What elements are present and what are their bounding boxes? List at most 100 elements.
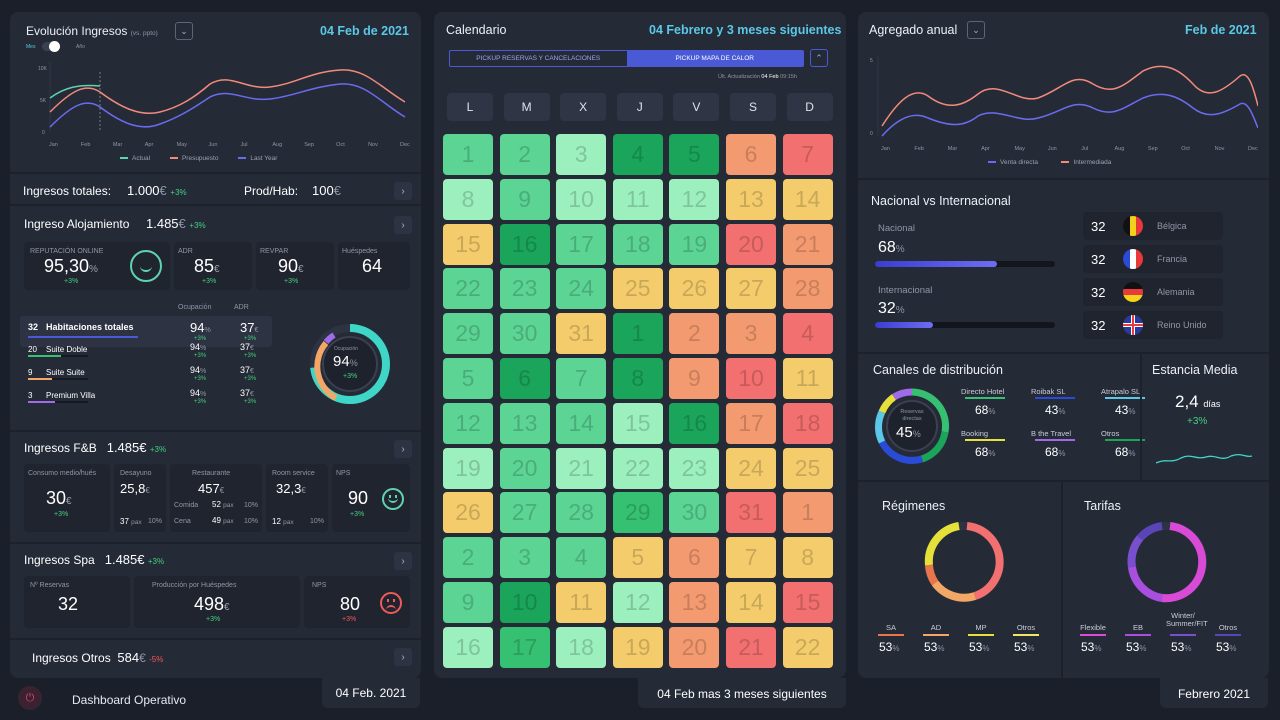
- calendar-day[interactable]: 14: [556, 402, 607, 444]
- calendar-day[interactable]: 27: [499, 492, 550, 534]
- calendar-day[interactable]: 11: [612, 178, 663, 220]
- power-button[interactable]: ⏻: [18, 686, 42, 710]
- calendar-day[interactable]: 5: [612, 537, 663, 579]
- calendar-day[interactable]: 20: [726, 223, 776, 265]
- otros-arrow-button[interactable]: ›: [394, 648, 412, 666]
- calendar-day[interactable]: 3: [556, 134, 607, 175]
- calendar-day[interactable]: 16: [499, 223, 550, 265]
- calendar-day[interactable]: 27: [726, 268, 776, 310]
- calendar-day[interactable]: 19: [443, 447, 493, 489]
- calendar-day[interactable]: 24: [726, 447, 776, 489]
- calendar-day[interactable]: 12: [443, 402, 493, 444]
- calendar-day[interactable]: 1: [443, 134, 493, 175]
- calendar-day[interactable]: 13: [669, 582, 720, 623]
- calendar-day[interactable]: 5: [669, 134, 720, 175]
- calendar-day[interactable]: 10: [499, 582, 550, 623]
- calendar-day[interactable]: 18: [612, 223, 663, 265]
- room-row[interactable]: 3 Premium Villa 94% +3% 37€ +3%: [20, 385, 272, 407]
- calendar-day[interactable]: 30: [669, 492, 720, 534]
- calendar-day[interactable]: 9: [499, 178, 550, 220]
- calendar-day[interactable]: 15: [443, 223, 493, 265]
- calendar-day[interactable]: 11: [782, 358, 833, 399]
- room-row[interactable]: 32 Habitaciones totales 94% +3% 37€ +3%: [20, 316, 272, 347]
- calendar-day[interactable]: 15: [612, 402, 663, 444]
- calendar-day[interactable]: 17: [726, 402, 776, 444]
- calendar-day[interactable]: 29: [443, 313, 493, 355]
- calendar-day[interactable]: 23: [669, 447, 720, 489]
- calendar-day[interactable]: 9: [669, 358, 720, 399]
- calendar-day[interactable]: 2: [669, 313, 720, 355]
- calendar-day[interactable]: 3: [499, 537, 550, 579]
- calendar-day[interactable]: 12: [669, 178, 720, 220]
- aloj-arrow-button[interactable]: ›: [394, 216, 412, 234]
- calendar-day[interactable]: 21: [782, 223, 833, 265]
- calendar-day[interactable]: 6: [499, 358, 550, 399]
- fb-arrow-button[interactable]: ›: [394, 440, 412, 458]
- calendar-day[interactable]: 13: [726, 178, 776, 220]
- calendar-day[interactable]: 19: [612, 626, 663, 668]
- room-row[interactable]: 9 Suite Suite 94% +3% 37€ +3%: [20, 362, 272, 384]
- calendar-day[interactable]: 13: [499, 402, 550, 444]
- cal-collapse-button[interactable]: ⌃: [810, 49, 828, 67]
- calendar-day[interactable]: 26: [443, 492, 493, 534]
- evo-dropdown[interactable]: ⌄: [175, 22, 193, 40]
- calendar-day[interactable]: 30: [499, 313, 550, 355]
- calendar-day[interactable]: 1: [782, 492, 833, 534]
- calendar-day[interactable]: 10: [556, 178, 607, 220]
- calendar-day[interactable]: 19: [669, 223, 720, 265]
- spa-arrow-button[interactable]: ›: [394, 552, 412, 570]
- calendar-day[interactable]: 20: [499, 447, 550, 489]
- calendar-day[interactable]: 25: [782, 447, 833, 489]
- calendar-day[interactable]: 17: [556, 223, 607, 265]
- calendar-day[interactable]: 4: [556, 537, 607, 579]
- calendar-day[interactable]: 8: [443, 178, 493, 220]
- calendar-day[interactable]: 6: [726, 134, 776, 175]
- calendar-day[interactable]: 7: [726, 537, 776, 579]
- calendar-day[interactable]: 4: [612, 134, 663, 175]
- calendar-day[interactable]: 14: [726, 582, 776, 623]
- agg-dropdown[interactable]: ⌄: [967, 21, 985, 39]
- calendar-day[interactable]: 2: [443, 537, 493, 579]
- calendar-day[interactable]: 29: [612, 492, 663, 534]
- tab-pickup-reservas[interactable]: PICKUP RESERVAS Y CANCELACIONES: [476, 55, 601, 62]
- tab-pickup-calor[interactable]: PICKUP MAPA DE CALOR: [626, 51, 803, 66]
- calendar-day[interactable]: 23: [499, 268, 550, 310]
- calendar-day[interactable]: 31: [556, 313, 607, 355]
- calendar-day[interactable]: 11: [556, 582, 607, 623]
- room-row[interactable]: 20 Suite Doble 94% +3% 37€ +3%: [20, 339, 272, 361]
- calendar-day[interactable]: 21: [726, 626, 776, 668]
- calendar-day[interactable]: 15: [782, 582, 833, 623]
- calendar-day[interactable]: 21: [556, 447, 607, 489]
- totals-arrow-button[interactable]: ›: [394, 182, 412, 200]
- calendar-day[interactable]: 8: [782, 537, 833, 579]
- calendar-day[interactable]: 1: [612, 313, 663, 355]
- calendar-day[interactable]: 20: [669, 626, 720, 668]
- calendar-day[interactable]: 9: [443, 582, 493, 623]
- calendar-day[interactable]: 7: [782, 134, 833, 175]
- calendar-day[interactable]: 7: [556, 358, 607, 399]
- calendar-day[interactable]: 24: [556, 268, 607, 310]
- calendar-day[interactable]: 14: [782, 178, 833, 220]
- calendar-day[interactable]: 2: [499, 134, 550, 175]
- calendar-day[interactable]: 16: [443, 626, 493, 668]
- calendar-day[interactable]: 22: [782, 626, 833, 668]
- calendar-day[interactable]: 17: [499, 626, 550, 668]
- calendar-day[interactable]: 12: [612, 582, 663, 623]
- period-toggle[interactable]: [42, 41, 60, 52]
- calendar-day[interactable]: 4: [782, 313, 833, 355]
- calendar-day[interactable]: 18: [782, 402, 833, 444]
- calendar-day[interactable]: 8: [612, 358, 663, 399]
- calendar-day[interactable]: 28: [782, 268, 833, 310]
- calendar-day[interactable]: 18: [556, 626, 607, 668]
- calendar-day[interactable]: 22: [612, 447, 663, 489]
- calendar-day[interactable]: 26: [669, 268, 720, 310]
- calendar-day[interactable]: 10: [726, 358, 776, 399]
- calendar-day[interactable]: 3: [726, 313, 776, 355]
- calendar-day[interactable]: 22: [443, 268, 493, 310]
- calendar-day[interactable]: 28: [556, 492, 607, 534]
- calendar-day[interactable]: 6: [669, 537, 720, 579]
- calendar-day[interactable]: 25: [612, 268, 663, 310]
- calendar-day[interactable]: 5: [443, 358, 493, 399]
- calendar-day[interactable]: 16: [669, 402, 720, 444]
- calendar-day[interactable]: 31: [726, 492, 776, 534]
